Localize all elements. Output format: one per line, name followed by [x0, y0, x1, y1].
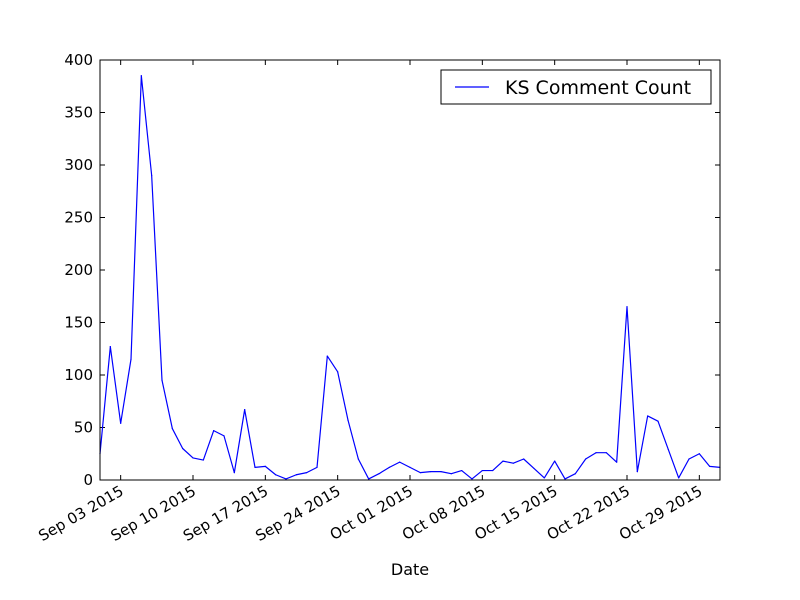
data-point [285, 478, 286, 479]
data-point [668, 449, 669, 450]
data-point [637, 471, 638, 472]
y-tick-label: 100 [64, 366, 93, 384]
data-point [110, 346, 111, 347]
y-tick-label: 0 [83, 471, 93, 489]
plot-area-frame [100, 60, 720, 480]
legend-label: KS Comment Count [505, 77, 691, 99]
data-point [440, 471, 441, 472]
y-tick-label: 300 [64, 156, 93, 174]
y-tick-label: 50 [74, 419, 93, 437]
data-point [492, 470, 493, 471]
data-point [451, 473, 452, 474]
data-point [626, 306, 627, 307]
data-point [513, 463, 514, 464]
data-point [647, 415, 648, 416]
data-point [409, 467, 410, 468]
data-point [461, 470, 462, 471]
data-point [482, 470, 483, 471]
legend: KS Comment Count [441, 70, 711, 104]
series-line-ks-comment-count [100, 76, 720, 479]
data-point [575, 473, 576, 474]
data-point [275, 474, 276, 475]
data-point [678, 477, 679, 478]
data-points [99, 75, 720, 479]
data-point [564, 478, 565, 479]
data-point [533, 468, 534, 469]
data-point [358, 458, 359, 459]
data-point [223, 435, 224, 436]
data-point [616, 462, 617, 463]
data-point [203, 459, 204, 460]
data-point [337, 371, 338, 372]
y-tick-label: 250 [64, 209, 93, 227]
data-point [471, 478, 472, 479]
data-point [347, 420, 348, 421]
data-point [192, 457, 193, 458]
data-point [709, 466, 710, 467]
data-point [130, 359, 131, 360]
y-axis-ticks: 0 50 100 150 200 250 300 350 400 [64, 51, 720, 489]
data-point [699, 453, 700, 454]
data-point [606, 452, 607, 453]
data-point [368, 478, 369, 479]
data-point [182, 448, 183, 449]
data-point [688, 458, 689, 459]
y-tick-label: 200 [64, 261, 93, 279]
x-axis-title: Date [391, 560, 429, 579]
data-point [151, 175, 152, 176]
data-point [244, 409, 245, 410]
data-point [378, 473, 379, 474]
data-point [316, 467, 317, 468]
data-point [306, 472, 307, 473]
data-point [430, 471, 431, 472]
data-point [296, 474, 297, 475]
data-point [595, 452, 596, 453]
data-point [265, 466, 266, 467]
data-point [327, 356, 328, 357]
y-tick-label: 150 [64, 314, 93, 332]
data-point [544, 477, 545, 478]
y-tick-label: 350 [64, 104, 93, 122]
data-point [585, 458, 586, 459]
data-point [161, 380, 162, 381]
data-point [120, 423, 121, 424]
data-point [420, 472, 421, 473]
data-point [502, 461, 503, 462]
data-point [523, 458, 524, 459]
data-point [213, 430, 214, 431]
data-point [554, 461, 555, 462]
data-point [389, 467, 390, 468]
data-point [399, 462, 400, 463]
data-point [141, 75, 142, 76]
data-point [172, 428, 173, 429]
data-point [657, 421, 658, 422]
x-tick-label: Oct 29 2015 [616, 482, 705, 544]
data-point [234, 472, 235, 473]
data-point [254, 467, 255, 468]
y-tick-label: 400 [64, 51, 93, 69]
